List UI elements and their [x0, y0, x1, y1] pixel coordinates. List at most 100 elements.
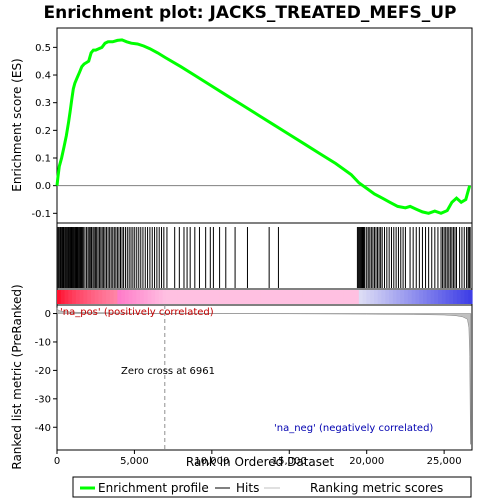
color-bar-segment [238, 290, 243, 304]
legend-hits-label: Hits [236, 481, 259, 495]
x-axis-label: Rank in Ordered Dataset [186, 455, 334, 469]
color-bar-segment [302, 290, 307, 304]
negative-correlation-label: 'na_neg' (negatively correlated) [274, 423, 433, 434]
legend-enrichment-label: Enrichment profile [98, 481, 209, 495]
color-bar-segment [441, 290, 447, 304]
color-bar-segment [79, 290, 85, 304]
color-bar-segment [256, 290, 262, 304]
color-bar-segment [419, 290, 424, 304]
color-bar-segment [83, 290, 88, 304]
metric-panel: 0 -10 -20 -30 -40 'na_pos' (positively corre… [10, 284, 473, 470]
color-bar-segment [366, 290, 371, 304]
color-bar-segment [57, 290, 62, 304]
x-tick-label: 10,000 [194, 456, 229, 467]
legend-ranking-label: Ranking metric scores [310, 481, 443, 495]
color-bar-segment [245, 290, 251, 304]
color-bar-segment [287, 290, 292, 304]
color-bar-segment [143, 290, 149, 304]
x-tick-label: 20,000 [349, 456, 384, 467]
x-tick-label: 5,000 [120, 456, 149, 467]
color-bar-segment [268, 290, 273, 304]
color-bar-segment [124, 290, 130, 304]
color-bar-segment [211, 290, 217, 304]
es-panel: 0.5 0.4 0.3 0.2 0.1 0.0 -0.1 Enrichment score … [10, 27, 473, 224]
color-bar-segment [411, 290, 417, 304]
es-tick-label: 0.3 [35, 98, 51, 109]
color-bar-segment [253, 290, 258, 304]
es-axis-label: Enrichment score (ES) [10, 58, 24, 191]
color-bar-segment [347, 290, 352, 304]
es-axis-ticks: 0.5 0.4 0.3 0.2 0.1 0.0 -0.1 [31, 43, 57, 220]
color-bar-segment [336, 290, 341, 304]
color-bar-segment [313, 290, 318, 304]
metric-tick-label: -20 [35, 366, 51, 377]
color-bar-segment [275, 290, 281, 304]
color-bar-segment [75, 290, 81, 304]
color-bar-segment [151, 290, 156, 304]
color-bar-segment [189, 290, 194, 304]
color-bar-segment [434, 290, 439, 304]
color-bar-segment [226, 290, 232, 304]
positive-correlation-label: 'na_pos' (positively correlated) [60, 307, 214, 318]
color-bar-segment [294, 290, 300, 304]
rank-color-bar [57, 290, 473, 304]
color-bar-segment [249, 290, 254, 304]
color-bar-segment [272, 290, 277, 304]
color-bar-segment [317, 290, 322, 304]
color-bar-segment [400, 290, 405, 304]
es-tick-label: 0.4 [35, 71, 51, 82]
color-bar-segment [109, 290, 115, 304]
color-bar-segment [324, 290, 330, 304]
es-tick-label: 0.2 [35, 126, 51, 137]
x-tick-label: 0 [54, 456, 60, 467]
color-bar-segment [415, 290, 420, 304]
color-bar-segment [453, 290, 458, 304]
color-bar-segment [223, 290, 228, 304]
color-bar-segment [94, 290, 100, 304]
legend: Enrichment profile Hits Ranking metric s… [72, 476, 472, 498]
color-bar-segment [332, 290, 337, 304]
color-bar-segment [60, 290, 66, 304]
color-bar-segment [306, 290, 311, 304]
color-bar-segment [381, 290, 386, 304]
color-bar-segment [121, 290, 126, 304]
color-bar-segment [438, 290, 443, 304]
es-tick-label: 0.0 [35, 181, 51, 192]
color-bar-segment [147, 290, 152, 304]
metric-tick-label: 0 [45, 309, 51, 320]
color-bar-segment [309, 290, 315, 304]
color-bar-segment [196, 290, 201, 304]
hit-markers [56, 227, 471, 288]
color-bar-segment [177, 290, 183, 304]
color-bar-segment [200, 290, 205, 304]
color-bar-segment [128, 290, 134, 304]
color-bar-segment [355, 290, 360, 304]
color-bar-segment [117, 290, 122, 304]
color-bar-segment [185, 290, 190, 304]
color-bar-segment [283, 290, 288, 304]
legend-frame [72, 476, 472, 498]
color-bar-segment [279, 290, 284, 304]
metric-axis-label: Ranked list metric (PreRanked) [10, 284, 24, 469]
color-bar-segment [192, 290, 198, 304]
x-tick-label: 25,000 [427, 456, 462, 467]
color-bar-segment [449, 290, 454, 304]
color-bar-segment [72, 290, 77, 304]
zero-cross-label: Zero cross at 6961 [121, 366, 215, 377]
color-bar-segment [298, 290, 303, 304]
color-bar-segment [290, 290, 296, 304]
color-bar-segment [68, 290, 73, 304]
color-bar-segment [264, 290, 269, 304]
color-bar-segment [373, 290, 379, 304]
metric-tick-label: -40 [35, 423, 51, 434]
metric-tick-label: -30 [35, 394, 51, 405]
hits-panel [56, 222, 473, 306]
color-bar-segment [468, 290, 473, 304]
color-bar-segment [460, 290, 466, 304]
color-bar-segment [204, 290, 209, 304]
color-bar-segment [456, 290, 462, 304]
color-bar-segment [181, 290, 186, 304]
color-bar-segment [430, 290, 435, 304]
ranking-metric-area [56, 307, 472, 445]
color-bar-segment [102, 290, 107, 304]
